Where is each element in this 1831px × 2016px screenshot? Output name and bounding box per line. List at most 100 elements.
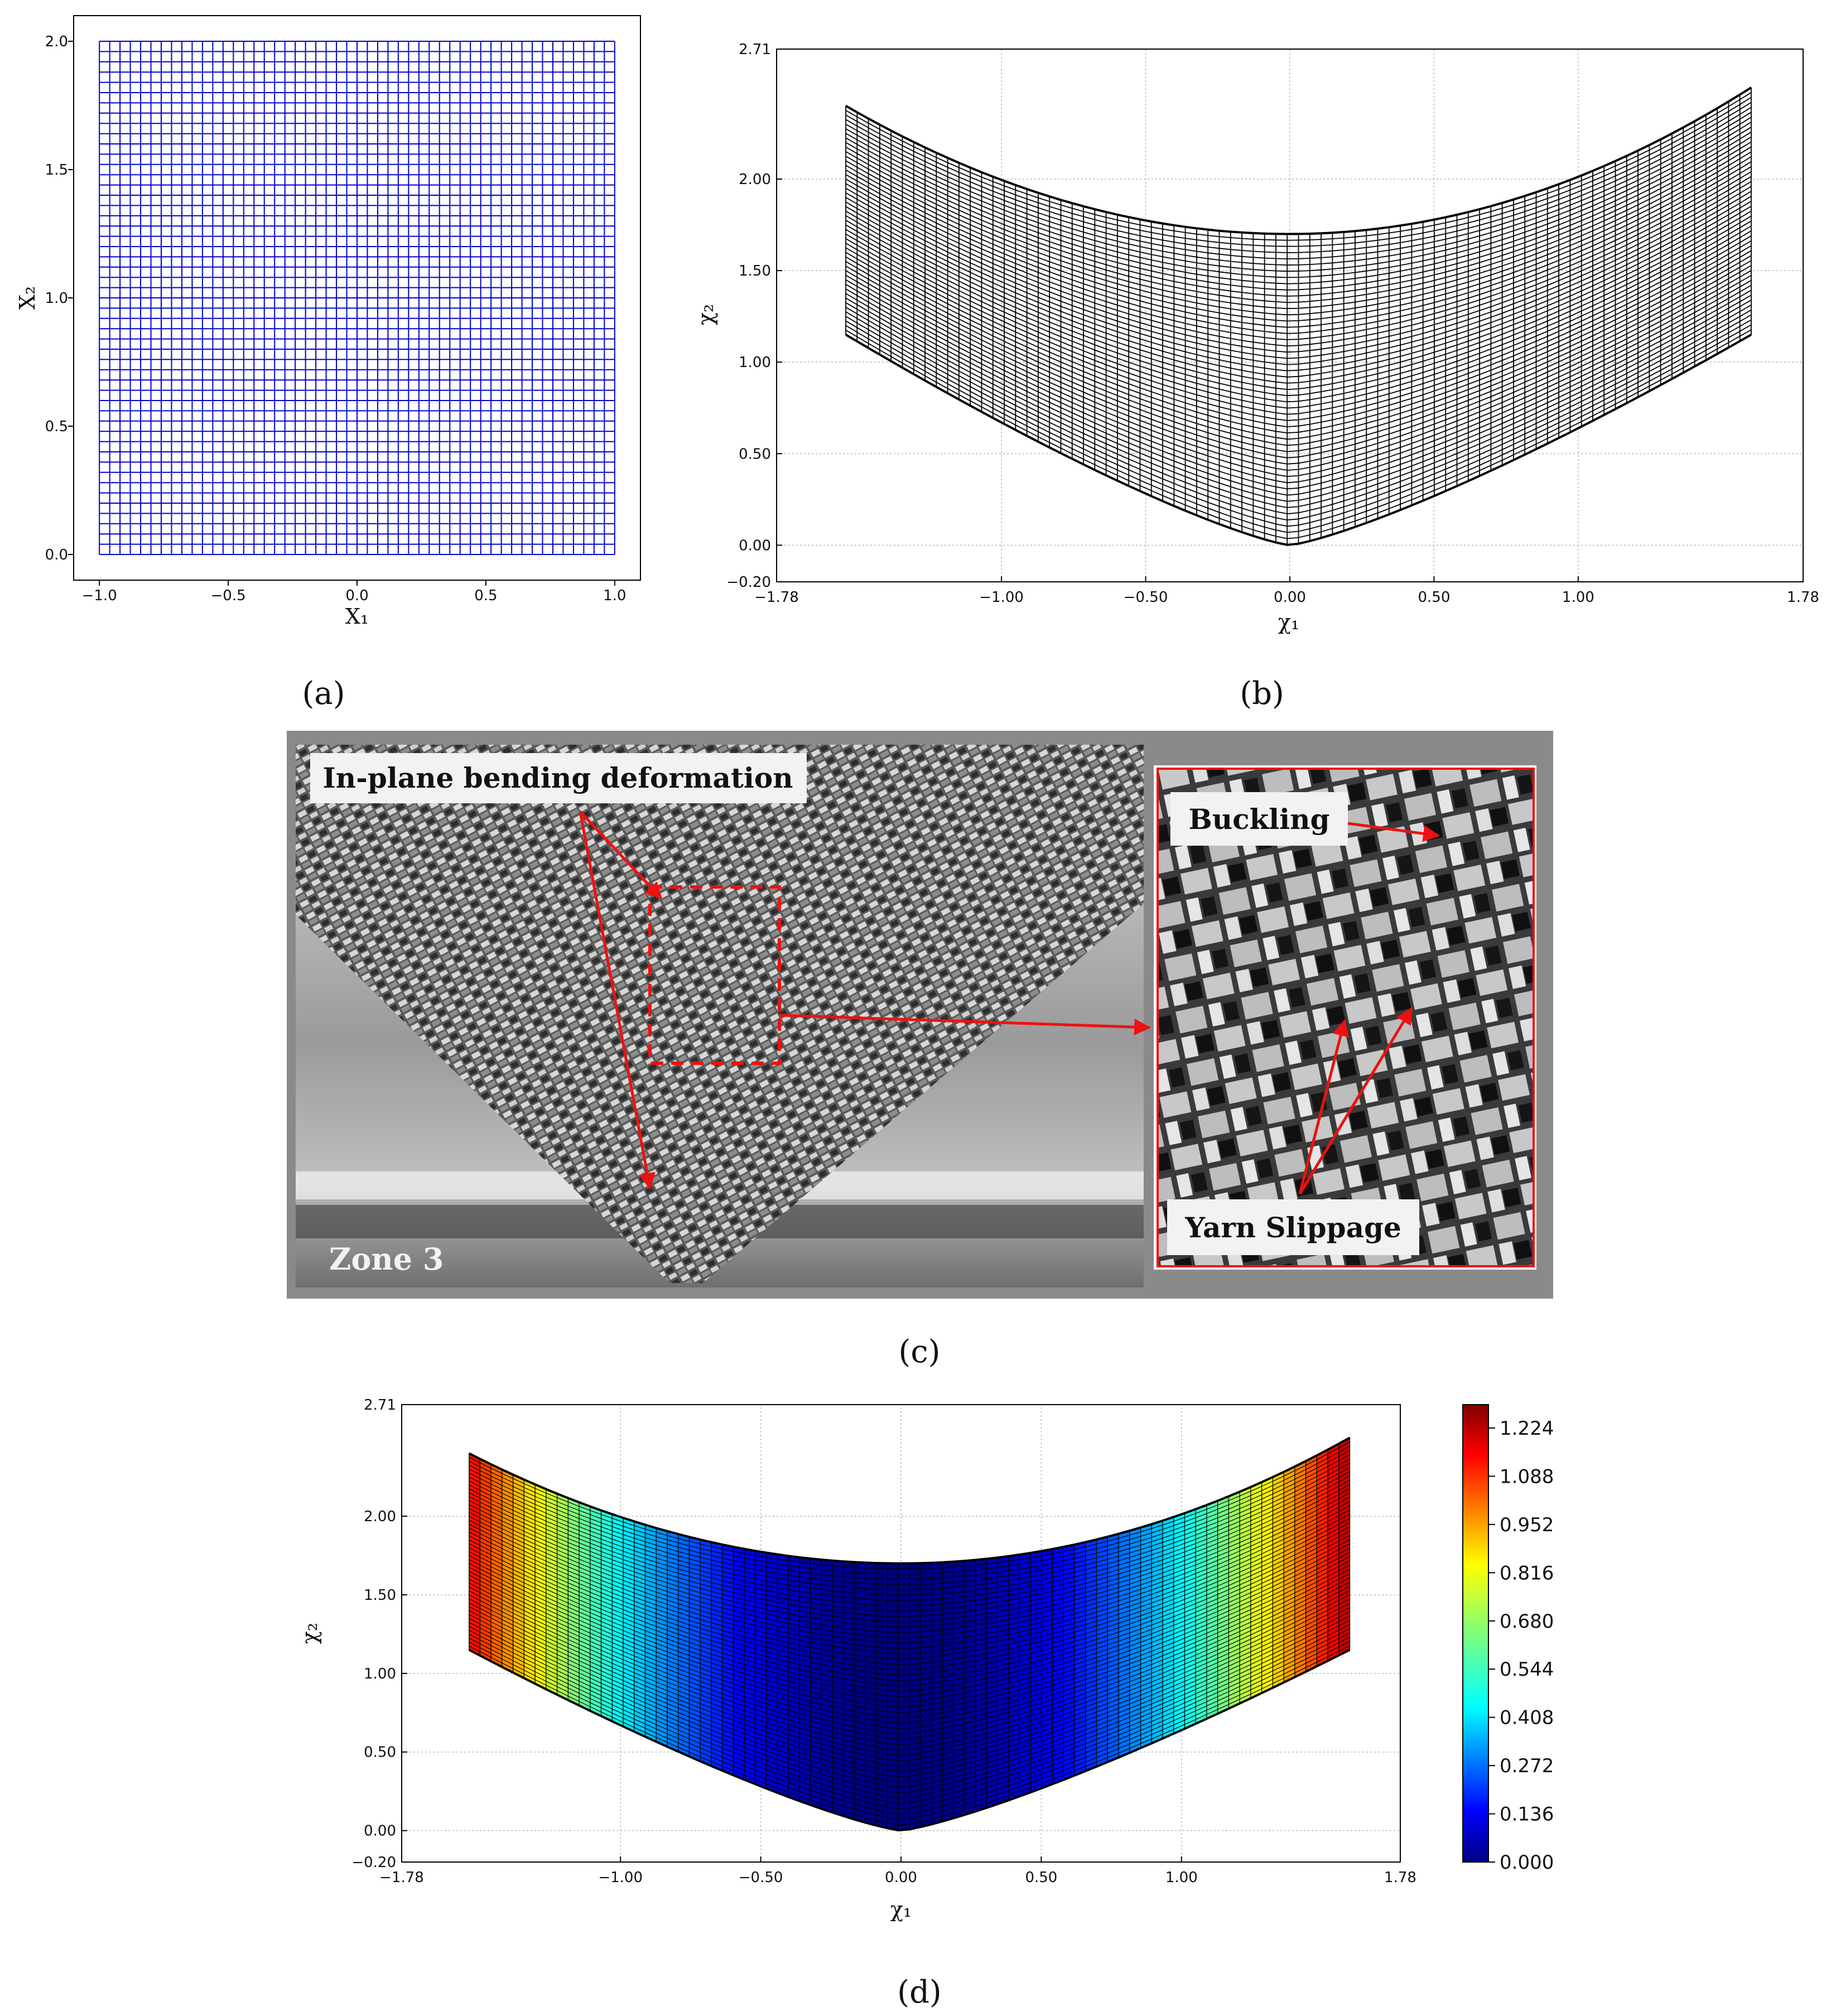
axes-d-mesh-hline	[469, 1624, 1350, 1799]
axes-b-mesh-hline	[845, 300, 1752, 502]
axes-d-mesh-hline	[469, 1598, 1350, 1767]
axes-b-mesh-hline	[845, 230, 1752, 415]
colorbar-tick-label: 0.272	[1500, 1755, 1554, 1777]
axes-d-mesh-hline	[469, 1501, 1350, 1644]
axes-d-color-strip	[623, 1518, 634, 1732]
axes-d-color-strip	[1041, 1549, 1053, 1788]
axes-b-mesh-hline	[845, 92, 1752, 241]
axes-d-mesh-hline	[469, 1445, 1350, 1575]
axes-d-xtick-label: −1.78	[379, 1869, 424, 1886]
colorbar-tick-label: 1.088	[1500, 1465, 1554, 1488]
axes-b-mesh-hline	[845, 220, 1752, 403]
axes-b-xtick-label: 0.50	[1418, 589, 1450, 606]
axes-d-color-strip	[678, 1534, 690, 1757]
arrow-slippage-1	[1298, 1019, 1349, 1194]
colorbar-tick-label: 0.136	[1500, 1803, 1554, 1826]
axes-d-mesh-hline	[469, 1475, 1350, 1612]
axes-d-color-strip	[634, 1521, 645, 1737]
axes-b-mesh-hline	[845, 117, 1752, 272]
ylabel-d: χ₂	[297, 1623, 322, 1644]
axes-d-color-strip	[909, 1563, 921, 1830]
axes-d-xtick-label: 1.78	[1384, 1869, 1416, 1886]
axes-b-mesh-hline	[845, 265, 1752, 459]
panel-a: −1.0 −0.5 0.0 0.5 1.0 0.0 0.5 1.0 1.5 2.0 X₁ X₂ (…	[15, 15, 641, 712]
caption-c: (c)	[898, 1334, 940, 1370]
axes-d-color-strip	[755, 1551, 767, 1789]
axes-d-mesh-hline	[469, 1497, 1350, 1639]
axes-b-mesh-hline	[845, 225, 1752, 409]
axes-d-mesh-hline	[469, 1637, 1350, 1815]
axes-b-mesh-hline	[845, 131, 1752, 291]
colorbar-tick-label: 1.224	[1500, 1417, 1554, 1440]
axes-b-ytick-label: 1.00	[739, 354, 771, 371]
axes-d-mesh-hline	[469, 1641, 1350, 1820]
axes-d-ytick-label: 0.50	[364, 1744, 396, 1761]
axes-b-mesh-hline	[845, 329, 1752, 539]
axes-d-color-strip	[1019, 1552, 1031, 1797]
axes-b-mesh-hline	[845, 255, 1752, 446]
axes-d-color-strip	[832, 1560, 844, 1816]
axes-d-mesh-hline	[469, 1632, 1350, 1810]
axes-d-color-strip	[1085, 1539, 1097, 1771]
xlabel-d: χ₁	[890, 1897, 912, 1922]
axes-d-color-strip	[876, 1562, 888, 1829]
colorbar: 0.000 0.136 0.272 0.408 0.544 0.680 0.816 0.952…	[1462, 1404, 1554, 1874]
axes-d-color-strip	[975, 1559, 987, 1812]
axes-d-mesh-hline	[469, 1577, 1350, 1740]
axes-d-mesh-hline	[469, 1590, 1350, 1756]
axes-b-mesh-hline	[845, 205, 1752, 384]
arrow-slippage-2	[1298, 1007, 1413, 1195]
axes-d-mesh-hline	[469, 1509, 1350, 1655]
axes-a-ytick-label: 0.0	[45, 547, 68, 563]
axes-d-mesh-hline	[469, 1607, 1350, 1778]
axes-b-mesh-hline	[845, 171, 1752, 340]
ticks-a: −1.0 −0.5 0.0 0.5 1.0 0.0 0.5 1.0 1.5 2.0	[45, 33, 627, 604]
axes-a-xtick-label: 1.0	[603, 587, 626, 604]
axes-d-mesh-hline	[469, 1441, 1350, 1569]
axes-d-mesh-hline	[469, 1454, 1350, 1585]
label-bending: In-plane bending deformation	[322, 761, 793, 794]
fabric-v-shape	[296, 745, 1144, 1283]
axes-b-mesh-hline	[845, 235, 1752, 421]
axes-d-ytick-label: 0.00	[364, 1823, 396, 1840]
axes-d-color-strip	[1030, 1551, 1042, 1793]
axes-d-color-strip	[997, 1556, 1009, 1805]
axes-d-color-strip	[744, 1549, 755, 1785]
axes-d-ytick-label: 1.50	[364, 1587, 396, 1604]
axes-b-ytick-label: 0.50	[739, 446, 771, 462]
axes-d-mesh-hline	[469, 1467, 1350, 1602]
axes-d-mesh-hline	[469, 1513, 1350, 1660]
inset-weave	[1158, 769, 1534, 1266]
label-buckling: Buckling	[1188, 803, 1329, 836]
axes-d-mesh-hline	[469, 1585, 1350, 1751]
axes-d-color-strip	[964, 1560, 976, 1815]
axes-b-mesh-hline	[845, 141, 1752, 303]
axes-b-mesh-hline	[845, 270, 1752, 465]
label-slippage-box	[1167, 1199, 1419, 1255]
axes-b-ytick-label: 2.71	[739, 41, 771, 58]
axes-d-mesh-hline	[469, 1484, 1350, 1623]
axes-b-xtick-label: −0.50	[1124, 589, 1168, 606]
axes-d-color-strip	[887, 1563, 899, 1831]
axes-d-color-strip	[986, 1557, 998, 1808]
axes-b-mesh-hline	[845, 136, 1752, 297]
ticks-d: −1.78 −1.00 −0.50 0.00 0.50 1.00 1.78 −0.20 0.00…	[351, 1397, 1416, 1886]
axes-d-xtick-label: 0.50	[1025, 1869, 1057, 1886]
axes-d-color-strip	[722, 1544, 734, 1776]
axes-b-mesh-hline	[845, 334, 1752, 546]
axes-d-color-strip	[810, 1558, 822, 1809]
axes-b-mesh-hline	[845, 295, 1752, 496]
axes-d-mesh-hline	[469, 1573, 1350, 1735]
axes-a-xtick-label: 0.5	[474, 587, 497, 604]
axes-d-mesh-hline	[469, 1518, 1350, 1666]
axes-d-mesh-hline	[469, 1522, 1350, 1671]
mesh-b	[845, 86, 1752, 546]
axes-d-color-strip	[854, 1562, 866, 1823]
axes-b-mesh-hline	[845, 210, 1752, 390]
axes-d-mesh-hline	[469, 1479, 1350, 1617]
colorbar-tick-label: 0.544	[1500, 1658, 1554, 1681]
axes-d-mesh-hline	[469, 1492, 1350, 1633]
axes-a-ytick-label: 1.0	[45, 290, 68, 307]
axes-b-mesh-hline	[845, 122, 1752, 278]
axes-b-mesh-hline	[845, 112, 1752, 266]
